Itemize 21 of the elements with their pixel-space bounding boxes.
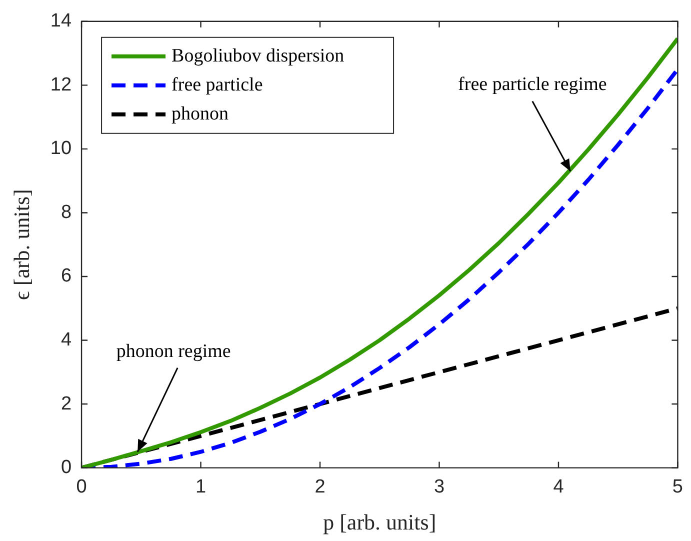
annotation: free particle regime [458,74,607,96]
x-tick-label: 4 [553,476,564,498]
y-tick-label: 6 [60,266,72,287]
legend-label: Bogoliubov dispersion [172,45,345,66]
annotation: phonon regime [116,340,231,362]
x-tick-label: 1 [195,476,206,498]
y-axis-title: ϵ [arb. units] [8,189,34,300]
y-tick-label: 10 [50,138,72,160]
y-tick-label: 0 [60,457,72,478]
legend-label: phonon [172,103,230,124]
x-tick-label: 5 [672,476,684,498]
x-tick-label: 3 [434,476,445,498]
y-tick-label: 2 [60,393,72,414]
y-tick-label: 4 [60,329,72,350]
y-tick-label: 12 [50,74,72,96]
y-tick-label: 14 [50,10,72,32]
x-tick-label: 2 [314,476,326,498]
x-axis-title: p [arb. units] [323,510,436,535]
legend-label: free particle [172,74,263,96]
x-tick-label: 0 [76,476,87,498]
y-tick-label: 8 [60,202,72,223]
